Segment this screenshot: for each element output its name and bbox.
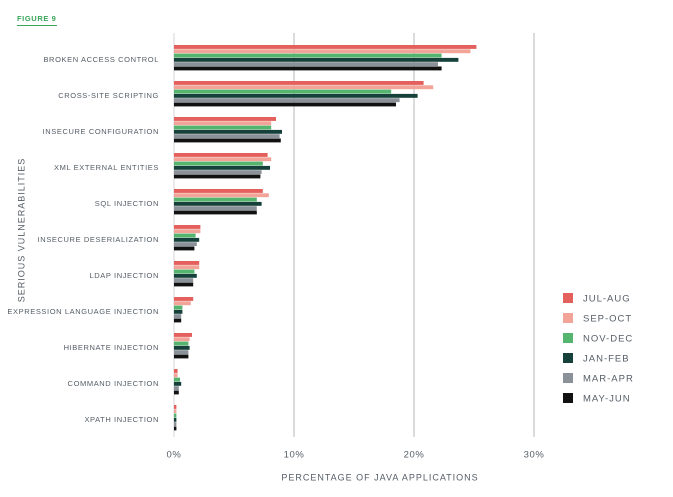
legend-swatch	[563, 393, 573, 403]
bar	[174, 117, 276, 121]
bar	[174, 309, 183, 314]
y-tick-label: XML EXTERNAL ENTITIES	[54, 163, 159, 172]
bar	[174, 345, 190, 350]
bar	[174, 197, 257, 202]
bar	[174, 161, 263, 166]
bar	[174, 85, 434, 90]
bar	[174, 165, 270, 170]
bar	[174, 98, 400, 103]
bar	[174, 193, 269, 198]
bar	[174, 242, 197, 247]
bar	[174, 377, 180, 382]
bar	[174, 390, 179, 395]
legend-swatch	[563, 373, 573, 383]
bar	[174, 413, 177, 418]
bar	[174, 426, 177, 431]
bar	[174, 273, 197, 278]
legend-label: NOV-DEC	[583, 334, 633, 345]
bar	[174, 282, 194, 287]
bar	[174, 49, 471, 54]
bar	[174, 305, 183, 310]
bar	[174, 102, 396, 107]
bar	[174, 125, 272, 130]
bar	[174, 237, 200, 242]
legend-label: MAR-APR	[583, 374, 634, 385]
bar	[174, 189, 263, 193]
bar	[174, 278, 194, 283]
y-tick-label: EXPRESSION LANGUAGE INJECTION	[7, 307, 159, 316]
y-tick-label: LDAP INJECTION	[89, 271, 159, 280]
bar	[174, 225, 201, 229]
bar	[174, 337, 190, 342]
bar	[174, 138, 281, 143]
bar	[174, 301, 191, 306]
legend-swatch	[563, 293, 573, 303]
bar	[174, 233, 196, 238]
y-tick-label: XPATH INJECTION	[84, 415, 159, 424]
bar	[174, 314, 182, 319]
y-tick-label: HIBERNATE INJECTION	[64, 343, 159, 352]
bar	[174, 129, 282, 134]
bar	[174, 350, 189, 355]
bar	[174, 261, 200, 265]
bar	[174, 229, 201, 234]
y-tick-label: COMMAND INJECTION	[68, 379, 159, 388]
bar	[174, 57, 459, 62]
bar	[174, 381, 182, 386]
bar	[174, 265, 200, 270]
y-tick-label: INSECURE CONFIGURATION	[43, 127, 159, 136]
y-axis-title: SERIOUS VULNERABILITIES	[16, 158, 26, 303]
bar	[174, 354, 189, 359]
bar	[174, 45, 477, 49]
y-tick-label: INSECURE DESERIALIZATION	[38, 235, 159, 244]
bar	[174, 89, 392, 94]
legend-swatch	[563, 313, 573, 323]
legend-swatch	[563, 333, 573, 343]
bar	[174, 121, 272, 126]
bar	[174, 297, 194, 301]
bar	[174, 210, 257, 215]
bar	[174, 153, 268, 157]
x-tick-label: 30%	[524, 450, 545, 461]
bar	[174, 373, 178, 378]
bar	[174, 417, 177, 422]
x-tick-label: 10%	[284, 450, 305, 461]
legend-label: MAY-JUN	[583, 394, 631, 405]
bar	[174, 369, 178, 373]
bar	[174, 422, 177, 427]
bar	[174, 170, 262, 175]
bar	[174, 53, 442, 58]
bar	[174, 174, 261, 179]
bar	[174, 134, 280, 139]
bar	[174, 206, 257, 211]
bar	[174, 62, 438, 67]
x-tick-label: 20%	[404, 450, 425, 461]
bar	[174, 269, 195, 274]
bar	[174, 405, 177, 409]
bar	[174, 333, 192, 337]
bar	[174, 318, 182, 323]
figure-label: FIGURE 9	[17, 14, 56, 23]
bar	[174, 81, 424, 85]
y-tick-label: BROKEN ACCESS CONTROL	[43, 55, 159, 64]
legend-swatch	[563, 353, 573, 363]
y-tick-label: CROSS-SITE SCRIPTING	[58, 91, 159, 100]
bar	[174, 386, 179, 391]
x-axis-title: PERCENTAGE OF JAVA APPLICATIONS	[281, 472, 478, 482]
legend-label: JAN-FEB	[583, 354, 630, 365]
bar	[174, 157, 272, 162]
y-tick-label: SQL INJECTION	[95, 199, 159, 208]
bar	[174, 66, 442, 71]
bar	[174, 246, 195, 251]
legend-label: JUL-AUG	[583, 294, 631, 305]
bar	[174, 93, 418, 98]
x-tick-label: 0%	[167, 450, 182, 461]
bar	[174, 201, 262, 206]
bar	[174, 409, 177, 414]
bar	[174, 341, 189, 346]
legend-label: SEP-OCT	[583, 314, 632, 325]
